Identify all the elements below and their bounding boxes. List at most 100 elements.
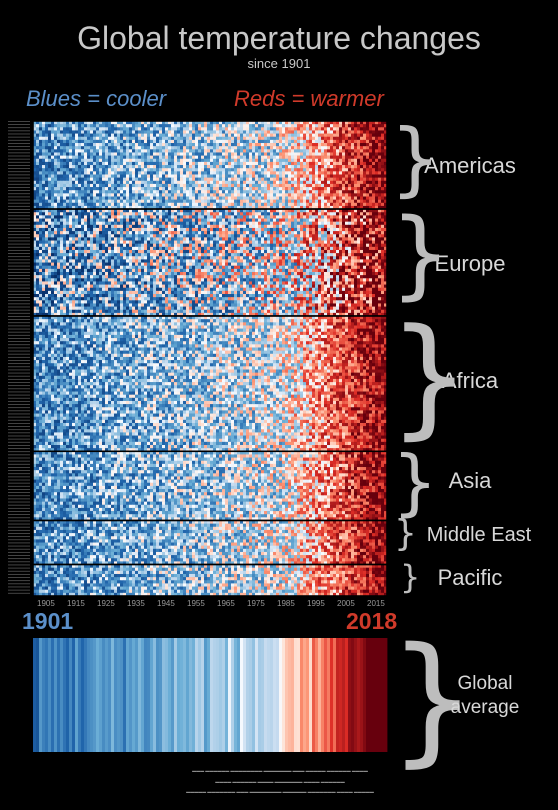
heatmap-cell (270, 199, 274, 204)
heatmap-cell (129, 190, 133, 194)
heatmap-cell (78, 177, 82, 182)
heatmap-cell (288, 193, 292, 197)
heatmap-cell (219, 124, 223, 128)
heatmap-cell (168, 231, 172, 235)
heatmap-cell (213, 209, 217, 213)
heatmap-cell (303, 221, 307, 226)
heatmap-cell (81, 171, 85, 175)
heatmap-cell (123, 237, 127, 241)
heatmap-cell (129, 221, 133, 226)
heatmap-cell (285, 246, 289, 251)
heatmap-cell (324, 187, 328, 191)
heatmap-cell (189, 227, 193, 232)
heatmap-cell (45, 193, 49, 197)
heatmap-cell (261, 171, 265, 175)
heatmap-cell (156, 180, 160, 185)
heatmap-cell (261, 221, 265, 226)
heatmap-cell (195, 196, 199, 200)
heatmap-cell (162, 212, 166, 216)
heatmap-cell (327, 246, 331, 251)
heatmap-cell (279, 174, 283, 178)
heatmap-cell (336, 196, 340, 200)
heatmap-cell (48, 155, 52, 160)
heatmap-cell (297, 139, 301, 144)
heatmap-cell (237, 193, 241, 197)
heatmap-cell (300, 130, 304, 134)
heatmap-cell (102, 146, 106, 150)
heatmap-cell (48, 130, 52, 134)
heatmap-cell (153, 231, 157, 235)
heatmap-cell (273, 199, 277, 204)
heatmap-cell (141, 149, 145, 153)
heatmap-cell (135, 130, 139, 134)
heatmap-cell (306, 221, 310, 226)
heatmap-cell (165, 196, 169, 200)
heatmap-cell (144, 215, 148, 219)
heatmap-cell (222, 174, 226, 178)
heatmap-cell (156, 168, 160, 172)
heatmap-cell (348, 193, 352, 197)
heatmap-cell (288, 143, 292, 147)
heatmap-cell (129, 171, 133, 175)
heatmap-cell (117, 139, 121, 144)
heatmap-cell (153, 183, 157, 188)
heatmap-cell (141, 234, 145, 238)
heatmap-cell (168, 174, 172, 178)
heatmap-cell (294, 218, 298, 222)
heatmap-cell (114, 234, 118, 238)
heatmap-cell (252, 199, 256, 204)
heatmap-cell (120, 149, 124, 153)
heatmap-cell (363, 249, 367, 254)
heatmap-cell (219, 158, 223, 163)
heatmap-cell (129, 161, 133, 166)
heatmap-cell (249, 202, 253, 207)
heatmap-cell (153, 249, 157, 254)
heatmap-cell (33, 152, 37, 156)
heatmap-cell (312, 187, 316, 191)
heatmap-cell (54, 165, 58, 169)
heatmap-cell (288, 221, 292, 226)
heatmap-cell (189, 205, 193, 210)
heatmap-cell (312, 212, 316, 216)
heatmap-cell (318, 121, 322, 125)
heatmap-cell (279, 237, 283, 241)
heatmap-cell (99, 168, 103, 172)
heatmap-cell (111, 190, 115, 194)
heatmap-cell (243, 143, 247, 147)
heatmap-cell (96, 196, 100, 200)
heatmap-cell (84, 237, 88, 241)
heatmap-cell (225, 202, 229, 207)
heatmap-cell (162, 190, 166, 194)
heatmap-cell (123, 249, 127, 254)
heatmap-cell (222, 237, 226, 241)
heatmap-cell (315, 139, 319, 144)
heatmap-cell (213, 127, 217, 131)
heatmap-cell (255, 136, 259, 141)
heatmap-cell (300, 231, 304, 235)
heatmap-cell (150, 190, 154, 194)
heatmap-cell (144, 146, 148, 150)
heatmap-cell (306, 143, 310, 147)
heatmap-cell (141, 202, 145, 207)
heatmap-cell (252, 234, 256, 238)
heatmap-cell (285, 215, 289, 219)
heatmap-cell (219, 190, 223, 194)
heatmap-cell (321, 133, 325, 138)
heatmap-cell (135, 146, 139, 150)
heatmap-cell (69, 224, 73, 229)
heatmap-cell (72, 152, 76, 156)
heatmap-cell (363, 231, 367, 235)
heatmap-cell (339, 149, 343, 153)
heatmap-cell (105, 205, 109, 210)
heatmap-cell (306, 124, 310, 128)
heatmap-cell (372, 149, 376, 153)
heatmap-cell (240, 190, 244, 194)
heatmap-cell (51, 227, 55, 232)
heatmap-cell (54, 168, 58, 172)
heatmap-cell (261, 199, 265, 204)
heatmap-cell (381, 139, 385, 144)
heatmap-cell (72, 202, 76, 207)
heatmap-cell (327, 215, 331, 219)
heatmap-cell (75, 196, 79, 200)
heatmap-cell (42, 149, 46, 153)
